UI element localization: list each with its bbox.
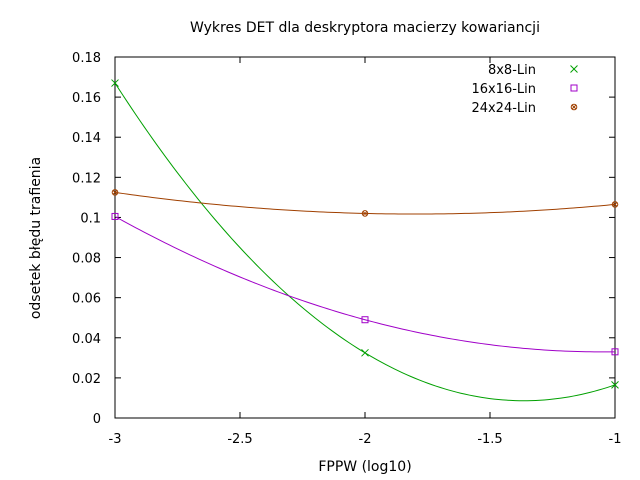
data-point-1-2: [611, 348, 619, 356]
x-tick-label: -3: [109, 432, 122, 447]
axis-ticks: -3 -2.5 -2 -1.5 -1 0 0.02 0.04 0.06 0.08 0.1 0.12 0.…: [72, 51, 621, 447]
y-tick-label: 0: [93, 412, 101, 427]
data-point-0-1: [361, 348, 369, 357]
data-point-2-0: [111, 189, 119, 196]
y-tick-label: 0.02: [72, 372, 101, 387]
y-tick-label: 0.08: [72, 252, 101, 267]
legend-label: 8x8-Lin: [488, 63, 536, 78]
series-line-1: [114, 216, 616, 353]
y-tick-label: 0.16: [72, 91, 101, 106]
chart-title: Wykres DET dla deskryptora macierzy kowa…: [190, 20, 540, 36]
data-point-0-2: [611, 381, 619, 389]
y-tick-label: 0.1: [80, 211, 101, 226]
legend-label: 24x24-Lin: [471, 101, 536, 116]
data-point-1-1: [361, 316, 369, 324]
legend-marker: [570, 84, 578, 92]
legend-label: 16x16-Lin: [471, 82, 536, 97]
plot-area-border: [114, 56, 616, 419]
x-axis-label: FPPW (log10): [318, 459, 411, 475]
data-point-2-1: [361, 210, 369, 217]
y-tick-label: 0.06: [72, 292, 101, 307]
y-tick-label: 0.14: [72, 131, 101, 146]
y-axis-label: odsetek błędu trafienia: [28, 157, 44, 319]
x-tick-label: -1.5: [477, 432, 502, 447]
y-tick-label: 0.18: [72, 51, 101, 66]
x-tick-label: -2: [359, 432, 372, 447]
legend-marker: [570, 103, 578, 111]
y-tick-label: 0.04: [72, 332, 101, 347]
data-point-1-0: [111, 212, 119, 220]
x-tick-label: -2.5: [227, 432, 252, 447]
y-tick-label: 0.12: [72, 171, 101, 186]
data-point-2-2: [611, 201, 619, 208]
data-point-0-0: [111, 79, 119, 87]
x-tick-label: -1: [609, 432, 622, 447]
legend-marker: [570, 65, 578, 73]
legend: 8x8-Lin 16x16-Lin 24x24-Lin: [471, 63, 578, 116]
series-markers: [111, 79, 619, 389]
